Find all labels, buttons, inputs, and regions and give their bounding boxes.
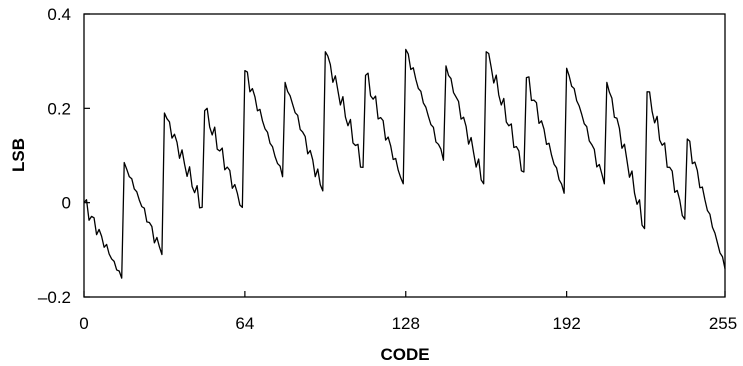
x-tick-label: 128 xyxy=(392,314,420,333)
y-tick-label: 0 xyxy=(62,194,71,213)
x-axis-title: CODE xyxy=(380,345,429,364)
y-tick-label: –0.2 xyxy=(38,288,71,307)
y-axis-title: LSB xyxy=(9,138,28,172)
series-line xyxy=(83,48,726,279)
y-tick-label: 0.2 xyxy=(47,99,71,118)
x-tick-label: 255 xyxy=(709,314,737,333)
y-tick-label: 0.4 xyxy=(47,5,71,24)
x-tick-label: 0 xyxy=(79,314,88,333)
x-tick-label: 64 xyxy=(235,314,254,333)
plot-frame xyxy=(83,13,726,298)
x-tick-label: 192 xyxy=(552,314,580,333)
